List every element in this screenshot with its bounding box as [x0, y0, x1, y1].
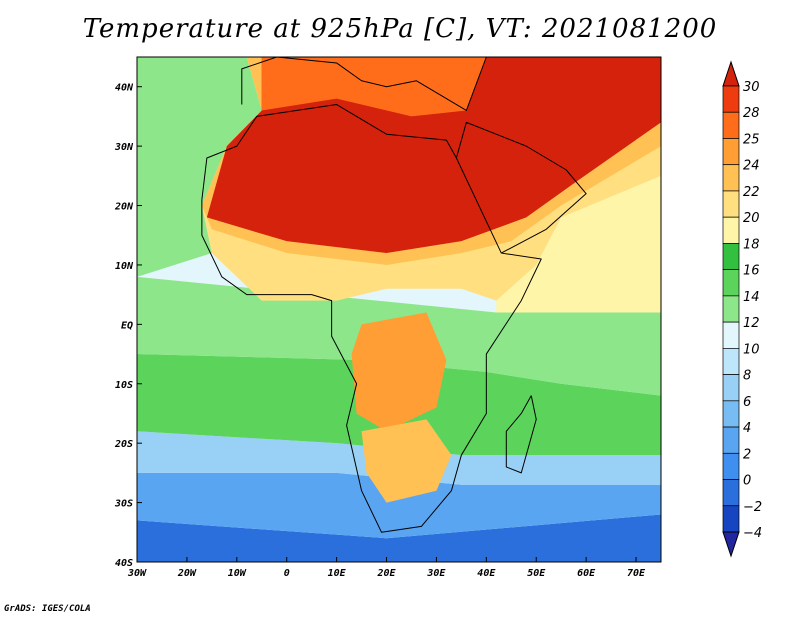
lat-tick-label: 40S	[115, 558, 133, 569]
colorbar-label: 18	[743, 237, 760, 252]
lon-tick-label: 30E	[426, 568, 446, 579]
software-credit: GrADS: IGES/COLA	[4, 604, 91, 614]
lon-tick-label: 40E	[477, 568, 496, 579]
lon-tick-label: 50E	[527, 568, 546, 579]
lon-tick-label: 0	[284, 568, 290, 579]
lat-tick-label: 10N	[115, 261, 134, 272]
latitude-axis: 40N 30N 20N 10N EQ 10S 20S 30S 40S	[114, 83, 142, 569]
coastline-africa	[201, 104, 542, 533]
colorbar-segment	[722, 111, 740, 139]
lat-tick-label: 40N	[115, 83, 134, 94]
colorbar-label: −2	[743, 500, 762, 515]
colorbar-label: 2	[743, 447, 751, 462]
colorbar-segment	[722, 505, 740, 533]
colorbar-label: 24	[743, 159, 760, 174]
colorbar-label: −4	[743, 526, 762, 541]
colorbar-segment	[722, 348, 740, 375]
lat-tick-label: 30S	[114, 499, 133, 510]
lat-tick-label: 20S	[114, 439, 133, 450]
colorbar-segment	[722, 452, 740, 480]
colorbar-segment	[722, 138, 740, 166]
lon-tick-label: 10E	[328, 568, 347, 579]
region-south-africa-interior	[361, 419, 452, 503]
colorbar-segment	[722, 190, 740, 218]
colorbar-segment	[722, 426, 740, 454]
region-atlantic-north	[137, 57, 262, 277]
region-south-mid	[137, 472, 661, 539]
longitude-axis: 30W 20W 10W 0 10E 20E 30E 40E 50E 60E 70E	[127, 557, 646, 579]
coastline-arabia	[455, 121, 587, 254]
colorbar-label: 28	[743, 106, 760, 121]
colorbar-segment	[722, 85, 740, 113]
region-central-africa	[351, 312, 447, 432]
colorbar-label: 22	[743, 185, 760, 200]
colorbar-segment	[722, 164, 740, 192]
colorbar-label: 30	[743, 80, 760, 95]
colorbar-label: 0	[743, 474, 751, 489]
colorbar-label: 10	[743, 342, 760, 357]
plot-area	[136, 56, 662, 563]
colorbar-label: 12	[743, 316, 760, 331]
colorbar-label: 16	[743, 264, 760, 279]
coastline-europe	[241, 56, 487, 111]
map-title: Temperature at 925hPa [C], VT: 202108120…	[82, 14, 718, 44]
colorbar-segment	[722, 479, 740, 507]
coastline-madagascar	[505, 395, 537, 474]
colorbar-label: 14	[743, 290, 760, 305]
lat-tick-label: EQ	[121, 320, 133, 331]
colorbar-segment	[722, 269, 740, 297]
colorbar-segment	[722, 243, 740, 270]
lon-tick-label: 30W	[127, 568, 147, 579]
colorbar-label: 4	[743, 421, 751, 436]
colorbar-segment	[722, 295, 740, 323]
colorbar-label: 8	[743, 369, 751, 384]
region-south-ocean	[137, 514, 661, 562]
region-sahara-hot	[206, 57, 661, 254]
lon-tick-label: 20W	[177, 568, 197, 579]
coastlines	[201, 56, 587, 533]
colorbar-label: 20	[743, 211, 760, 226]
colorbar-label: 25	[743, 132, 760, 147]
region-indian-yellow	[496, 175, 661, 313]
colorbar-segment	[722, 216, 740, 244]
colorbar-label: 6	[743, 395, 751, 410]
plot-frame	[136, 56, 662, 563]
colorbar-top-arrow	[722, 60, 740, 87]
lon-tick-label: 70E	[627, 568, 646, 579]
colorbar-bottom-arrow	[722, 531, 740, 558]
lat-tick-label: 10S	[115, 380, 133, 391]
temperature-fill-regions	[137, 57, 661, 562]
lon-tick-label: 60E	[577, 568, 596, 579]
lat-tick-label: 30N	[114, 142, 134, 153]
colorbar-segment	[722, 400, 740, 428]
lat-tick-label: 20N	[114, 202, 134, 213]
lon-tick-label: 10W	[228, 568, 247, 579]
colorbar-segment	[722, 321, 740, 349]
region-mediterranean	[261, 57, 487, 117]
colorbar-segment	[722, 374, 740, 402]
lon-tick-label: 20E	[376, 568, 396, 579]
